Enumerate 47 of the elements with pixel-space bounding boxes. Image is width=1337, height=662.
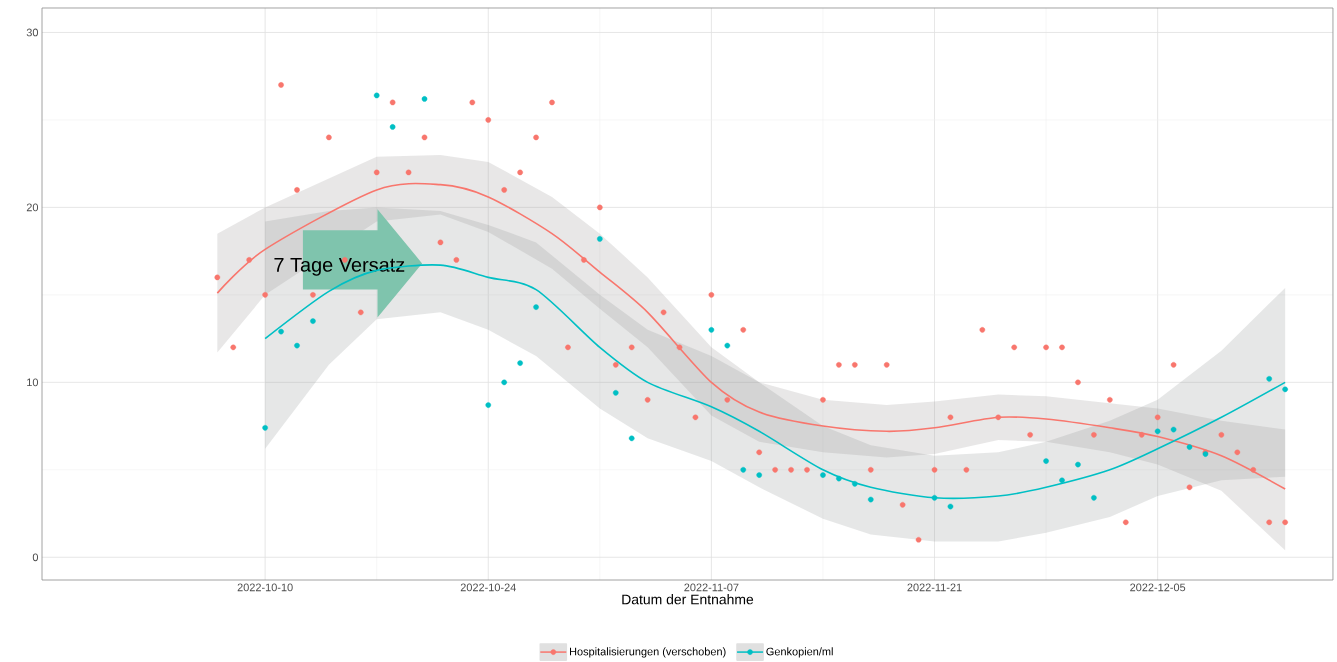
point [310, 318, 316, 324]
x-tick-label: 2022-11-07 [684, 583, 739, 592]
point [278, 328, 284, 335]
point [262, 425, 268, 431]
point [1154, 428, 1161, 435]
point [533, 304, 539, 310]
point [1282, 386, 1288, 393]
point [628, 435, 635, 442]
point [724, 342, 731, 349]
point [708, 327, 715, 333]
point [597, 236, 603, 242]
x-tick-label: 2022-10-24 [460, 583, 516, 592]
point [740, 467, 747, 473]
point [852, 480, 858, 487]
point [1186, 444, 1193, 450]
point [485, 402, 492, 408]
point [931, 494, 938, 501]
point [947, 503, 954, 510]
line-series [216, 182, 1286, 490]
y-tick-label: 10 [27, 378, 39, 387]
y-tick-label: 30 [26, 28, 39, 37]
point [1091, 494, 1097, 501]
x-axis-title: Datum der Entnahme [622, 594, 754, 605]
point [389, 124, 396, 130]
x-tick-label: 2022-10-10 [237, 583, 293, 592]
x-tick-label: 2022-12-05 [1130, 583, 1186, 592]
legend-label: Genkopien/ml [766, 647, 833, 658]
point [756, 472, 762, 478]
point [820, 472, 826, 478]
point [612, 390, 619, 396]
point [421, 96, 428, 102]
point [1266, 376, 1273, 382]
point [294, 342, 300, 349]
point [1170, 426, 1177, 433]
point [867, 496, 874, 503]
x-tick-label: 2022-11-21 [907, 583, 962, 592]
point [836, 475, 842, 482]
point [1059, 477, 1065, 484]
point [501, 379, 507, 386]
point [1075, 461, 1081, 468]
legend-label: Hospitalisierungen (verschoben) [570, 647, 726, 658]
point [373, 92, 380, 99]
y-tick-label: 20 [26, 203, 39, 212]
point [517, 360, 523, 366]
y-tick-label: 0 [32, 553, 39, 562]
annotation: 7 Tage Versatz [274, 257, 405, 276]
point [1043, 458, 1049, 464]
